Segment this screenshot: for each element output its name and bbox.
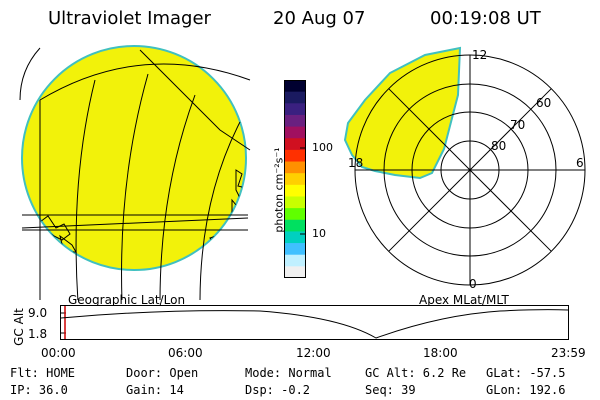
- mlt-label-18: 18: [348, 156, 364, 170]
- mlat-label-60: 60: [536, 96, 552, 110]
- mlt-label-6: 6: [576, 156, 584, 170]
- colorbar-band: [284, 231, 306, 244]
- time-tick-0000: 00:00: [41, 346, 76, 360]
- colorbar-band: [284, 138, 306, 151]
- colorbar-band: [284, 219, 306, 232]
- mlt-label-12: 12: [472, 48, 488, 62]
- status-glon: GLon: 192.6: [486, 383, 566, 397]
- altitude-ytick-low: 1.8: [28, 327, 48, 341]
- colorbar: [284, 80, 306, 278]
- altitude-plot: [60, 305, 569, 340]
- colorbar-band: [284, 126, 306, 139]
- colorbar-band: [284, 103, 306, 116]
- colorbar-band: [284, 208, 306, 221]
- colorbar-band: [284, 173, 306, 186]
- status-door: Door: Open: [126, 366, 199, 380]
- time-tick-0600: 06:00: [168, 346, 203, 360]
- geographic-panel-label: Geographic Lat/Lon: [68, 293, 186, 307]
- time-tick-1200: 12:00: [296, 346, 331, 360]
- altitude-ytick-high: 9.0: [28, 306, 48, 320]
- apex-auroral-region: [343, 46, 462, 180]
- mlat-label-80: 80: [491, 139, 507, 153]
- uv-disk: [21, 45, 247, 271]
- time-tick-1800: 18:00: [423, 346, 458, 360]
- apex-panel-label: Apex MLat/MLT: [419, 293, 509, 307]
- status-gain: Gain: 14: [126, 383, 184, 397]
- colorbar-band: [284, 243, 306, 256]
- status-glat: GLat: -57.5: [486, 366, 566, 380]
- status-mode: Mode: Normal: [245, 366, 332, 380]
- instrument-title: Ultraviolet Imager: [48, 8, 211, 29]
- mlt-line-diag-2: [388, 88, 552, 252]
- mlt-label-0: 0: [469, 277, 477, 291]
- mlat-label-70: 70: [510, 118, 526, 132]
- apex-polar-plot: [343, 46, 586, 286]
- colorbar-band: [284, 254, 306, 267]
- colorbar-tick-label-100: 100: [312, 141, 333, 154]
- geo-grid: [19, 47, 251, 300]
- colorbar-gradient: [284, 80, 306, 278]
- colorbar-band: [284, 161, 306, 174]
- colorbar-band: [284, 80, 306, 93]
- altitude-curve: [60, 309, 569, 339]
- altitude-axis-label: GC Alt: [12, 308, 26, 346]
- status-dsp: Dsp: -0.2: [245, 383, 311, 397]
- time-label: 00:19:08 UT: [430, 8, 541, 29]
- status-flt: Flt: HOME: [10, 366, 76, 380]
- date-label: 20 Aug 07: [273, 8, 366, 29]
- colorbar-band: [284, 149, 306, 163]
- colorbar-band: [284, 184, 306, 197]
- time-tick-2359: 23:59: [551, 346, 586, 360]
- colorbar-band: [284, 196, 306, 209]
- colorbar-band: [284, 91, 306, 104]
- geographic-image: [19, 45, 251, 300]
- colorbar-tick-label-10: 10: [312, 227, 326, 240]
- colorbar-band: [284, 266, 306, 278]
- status-gcalt: GC Alt: 6.2 Re: [365, 366, 467, 380]
- colorbar-band: [284, 114, 306, 128]
- status-seq: Seq: 39: [365, 383, 416, 397]
- colorbar-unit-label: photon cm⁻²s⁻¹: [272, 147, 286, 233]
- status-ip: IP: 36.0: [10, 383, 68, 397]
